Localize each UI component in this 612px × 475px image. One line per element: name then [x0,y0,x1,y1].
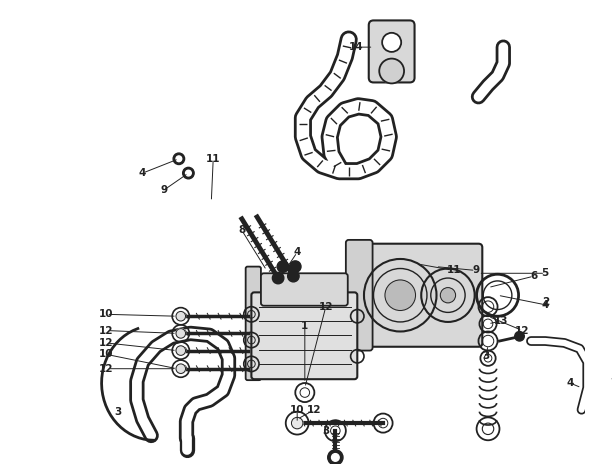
Text: 4: 4 [139,168,146,178]
Circle shape [379,58,404,84]
Circle shape [515,332,524,341]
FancyBboxPatch shape [353,244,482,347]
Text: 8: 8 [238,225,245,235]
Circle shape [272,272,284,284]
Text: 3: 3 [482,352,490,361]
Text: 12: 12 [99,364,114,374]
FancyBboxPatch shape [245,266,261,380]
Text: 12: 12 [99,325,114,335]
Circle shape [176,346,185,355]
Circle shape [277,261,289,272]
Text: 10: 10 [290,405,304,415]
Circle shape [176,312,185,321]
Circle shape [176,364,185,373]
Text: 6: 6 [530,271,537,281]
Text: 10: 10 [99,309,114,319]
Text: 12: 12 [99,338,114,348]
Circle shape [382,33,401,52]
Text: 11: 11 [206,154,220,164]
Text: 12: 12 [515,325,529,335]
Text: 9: 9 [160,185,167,195]
FancyBboxPatch shape [369,20,414,83]
Text: 4: 4 [542,300,549,310]
Text: 9: 9 [472,266,479,276]
Text: 1: 1 [301,321,308,331]
FancyBboxPatch shape [252,293,357,379]
Circle shape [173,153,185,164]
Circle shape [440,287,455,303]
Text: 3: 3 [322,426,329,436]
FancyBboxPatch shape [346,240,373,351]
Text: 13: 13 [494,316,509,326]
Circle shape [385,280,416,311]
Text: 12: 12 [307,405,322,415]
Text: 4: 4 [294,247,301,257]
Circle shape [288,270,299,282]
Text: 12: 12 [319,302,333,312]
Circle shape [176,156,182,162]
Text: 14: 14 [349,42,364,52]
Text: 5: 5 [542,268,549,278]
Text: 10: 10 [99,350,114,360]
Circle shape [176,329,185,338]
Circle shape [291,418,303,429]
Circle shape [289,261,301,272]
Text: 11: 11 [446,266,461,276]
Circle shape [332,454,339,461]
Circle shape [183,167,194,179]
Text: 7: 7 [610,378,612,388]
Circle shape [327,450,343,465]
Text: 2: 2 [542,297,549,307]
FancyBboxPatch shape [261,273,348,306]
Text: 3: 3 [114,407,121,417]
Text: 4: 4 [566,378,574,388]
Circle shape [185,170,192,176]
